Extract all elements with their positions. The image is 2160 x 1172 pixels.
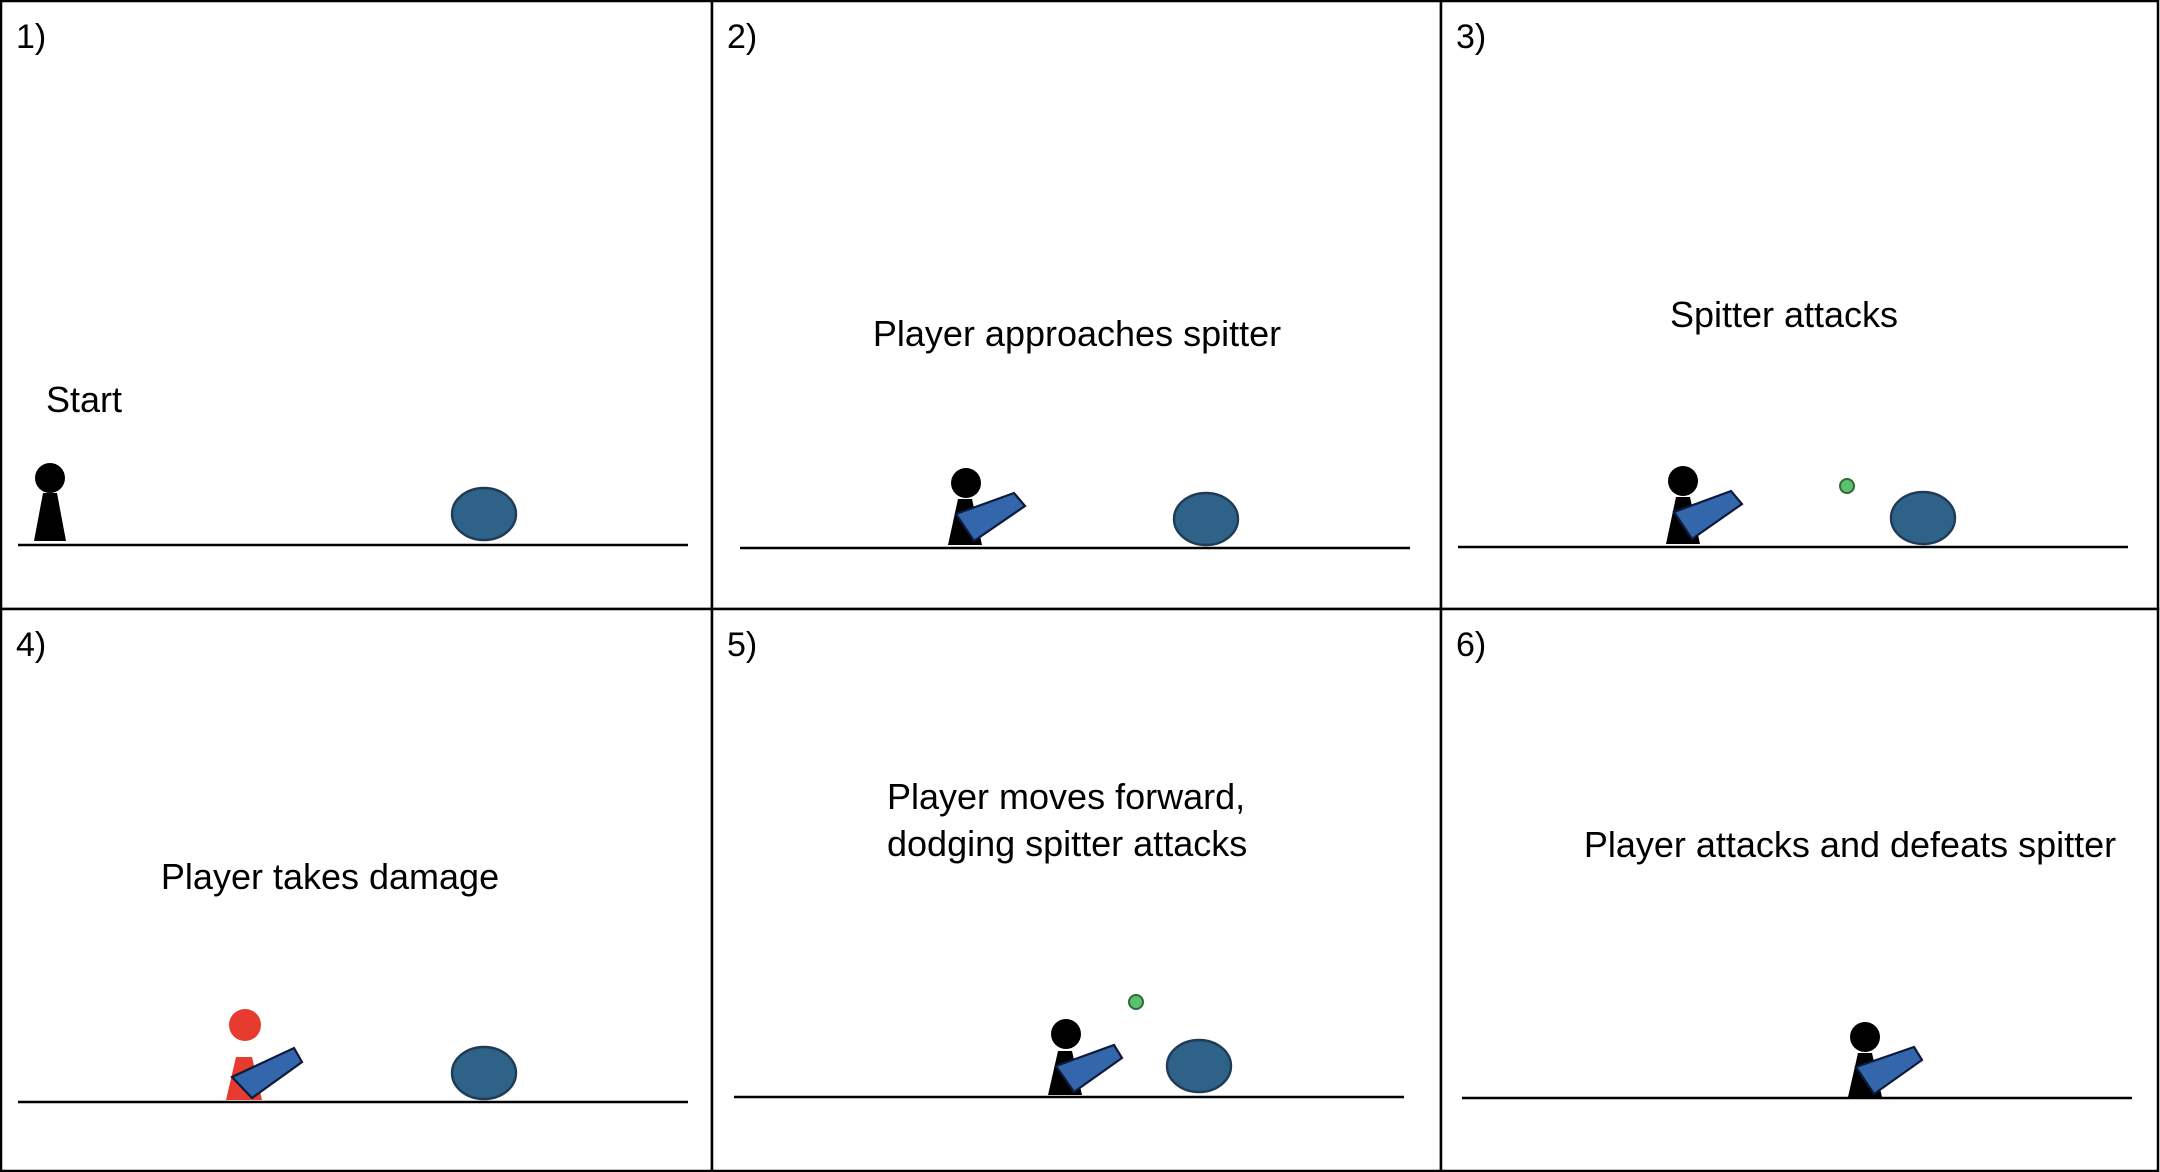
player-figure <box>1666 466 1744 544</box>
spit-projectile <box>1128 994 1144 1010</box>
panel-4-number: 4) <box>16 626 46 664</box>
spitter-enemy <box>450 1045 518 1101</box>
panel-2-frame <box>710 0 1443 611</box>
panel-4-frame <box>0 607 714 1172</box>
player-figure <box>948 468 1027 545</box>
player-head <box>35 463 65 493</box>
player-weapon <box>1854 1045 1924 1096</box>
panel-4: 4) Player takes damage <box>0 607 714 1172</box>
panel-3-frame <box>1439 0 2160 611</box>
player-head <box>229 1009 261 1041</box>
player-weapon <box>1672 489 1744 541</box>
spitter-enemy <box>1889 490 1957 546</box>
panel-6-frame <box>1439 607 2160 1172</box>
spit-projectile <box>1839 478 1855 494</box>
player-figure <box>1048 1019 1124 1095</box>
player-head <box>1668 466 1698 496</box>
spitter-enemy <box>1172 491 1240 547</box>
panel-3: 3) Spitter attacks <box>1439 0 2160 611</box>
panel-5-number: 5) <box>727 626 757 664</box>
player-figure-damaged <box>226 1009 304 1100</box>
panel-2-caption: Player approaches spitter <box>873 313 1281 354</box>
panel-3-number: 3) <box>1456 18 1486 56</box>
panel-6: 6) Player attacks and defeats spitter <box>1439 607 2160 1172</box>
panel-3-caption: Spitter attacks <box>1670 294 1898 335</box>
spitter-enemy <box>450 486 518 542</box>
player-head <box>1850 1022 1880 1052</box>
panel-6-number: 6) <box>1456 626 1486 664</box>
panel-6-caption: Player attacks and defeats spitter <box>1584 824 2116 865</box>
panel-1-number: 1) <box>16 18 46 56</box>
panel-1-caption: Start <box>46 379 122 420</box>
panel-2-number: 2) <box>727 18 757 56</box>
player-figure <box>1848 1022 1924 1097</box>
player-head <box>1051 1019 1081 1049</box>
player-weapon <box>954 491 1027 543</box>
player-weapon <box>230 1046 304 1100</box>
player-figure <box>34 463 66 541</box>
player-head <box>951 468 981 498</box>
panel-4-caption: Player takes damage <box>161 856 499 897</box>
panel-5-caption-line-1: Player moves forward, <box>887 776 1245 817</box>
panel-1-frame <box>0 0 714 611</box>
spitter-enemy <box>1165 1038 1233 1094</box>
player-body <box>34 493 66 541</box>
panel-1: 1) Start <box>0 0 714 611</box>
panel-5-caption-line-2: dodging spitter attacks <box>887 823 1247 864</box>
panel-5: 5) Player moves forward, dodging spitter… <box>710 607 1443 1172</box>
panel-2: 2) Player approaches spitter <box>710 0 1443 611</box>
player-weapon <box>1054 1043 1124 1094</box>
